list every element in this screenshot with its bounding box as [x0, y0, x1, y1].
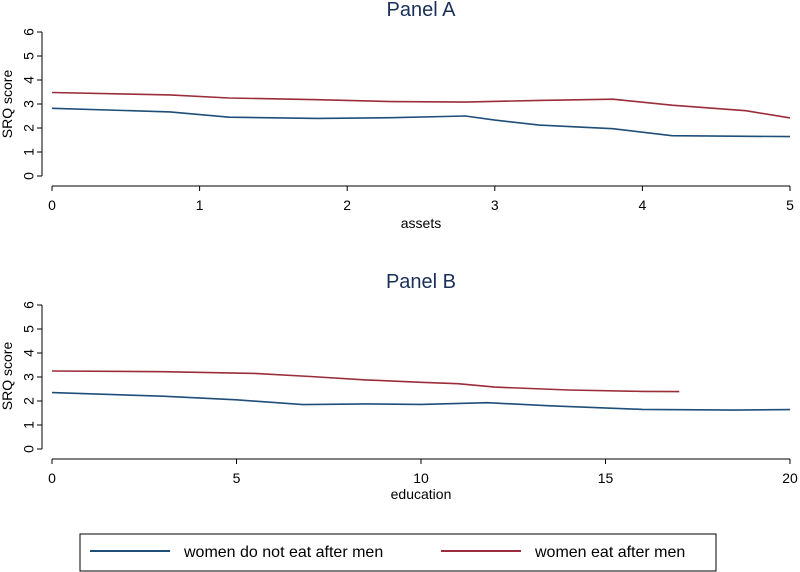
panel-b-title: Panel B: [386, 271, 456, 293]
panel-b-y-tick-label: 3: [21, 373, 37, 381]
legend-box: [79, 533, 717, 572]
panel-a: Panel A assets SRQ score 0 1 2 3 4 5 6 0 1 2 3 4 5: [0, 0, 794, 231]
legend: women do not eat after men women eat aft…: [79, 533, 717, 572]
panel-b-x-tick-label: 15: [598, 470, 614, 486]
panel-a-x-tick-label: 5: [786, 197, 794, 213]
legend-label-not-eat-after: women do not eat after men: [183, 544, 383, 561]
panel-a-y-tick-label: 0: [21, 172, 37, 180]
panel-a-x-tick-label: 2: [343, 197, 351, 213]
panel-a-x-tick-label: 0: [48, 197, 56, 213]
panel-a-x-tick-label: 1: [196, 197, 204, 213]
panel-b-line-not-eat-after: [51, 391, 791, 411]
panel-b-series: [51, 370, 791, 411]
panel-b-x-tick-label: 10: [413, 470, 429, 486]
panel-b-y-tick-label: 1: [21, 421, 37, 429]
panel-a-y-tick-label: 4: [21, 76, 37, 84]
panel-b-xlabel: education: [391, 486, 452, 502]
panel-a-y-tick-label: 2: [21, 124, 37, 132]
panel-b-y-tick-label: 6: [21, 301, 37, 309]
panel-a-y-tick-label: 5: [21, 52, 37, 60]
panel-b-x-tick-label: 5: [233, 470, 241, 486]
panel-a-y-tick-label: 6: [21, 28, 37, 36]
panel-a-x-tick-label: 4: [639, 197, 647, 213]
panel-b-axes: 0 1 2 3 4 5 6 0 5 10 15 20: [21, 301, 798, 486]
panel-b-ylabel: SRQ score: [0, 342, 15, 411]
panel-b-x-tick-label: 20: [782, 470, 798, 486]
panel-b: Panel B education SRQ score 0 1 2 3 4 5 6 0 5 10 1…: [0, 271, 798, 502]
panel-a-y-tick-label: 3: [21, 100, 37, 108]
panel-a-line-not-eat-after: [51, 107, 791, 138]
panel-b-x-tick-label: 0: [48, 470, 56, 486]
panel-a-line-eat-after: [51, 91, 791, 119]
panel-a-ylabel: SRQ score: [0, 70, 15, 139]
panel-b-line-eat-after: [51, 370, 680, 393]
panel-a-axes: 0 1 2 3 4 5 6 0 1 2 3 4 5: [21, 28, 794, 213]
panel-b-y-tick-label: 0: [21, 445, 37, 453]
panel-b-y-tick-label: 2: [21, 397, 37, 405]
panel-a-xlabel: assets: [401, 215, 441, 231]
legend-label-eat-after: women eat after men: [534, 544, 685, 561]
panel-a-y-tick-label: 1: [21, 148, 37, 156]
panel-a-x-tick-label: 3: [491, 197, 499, 213]
panel-b-y-tick-label: 5: [21, 325, 37, 333]
panel-b-y-tick-label: 4: [21, 349, 37, 357]
panel-a-title: Panel A: [387, 0, 457, 21]
panel-a-series: [51, 91, 791, 138]
